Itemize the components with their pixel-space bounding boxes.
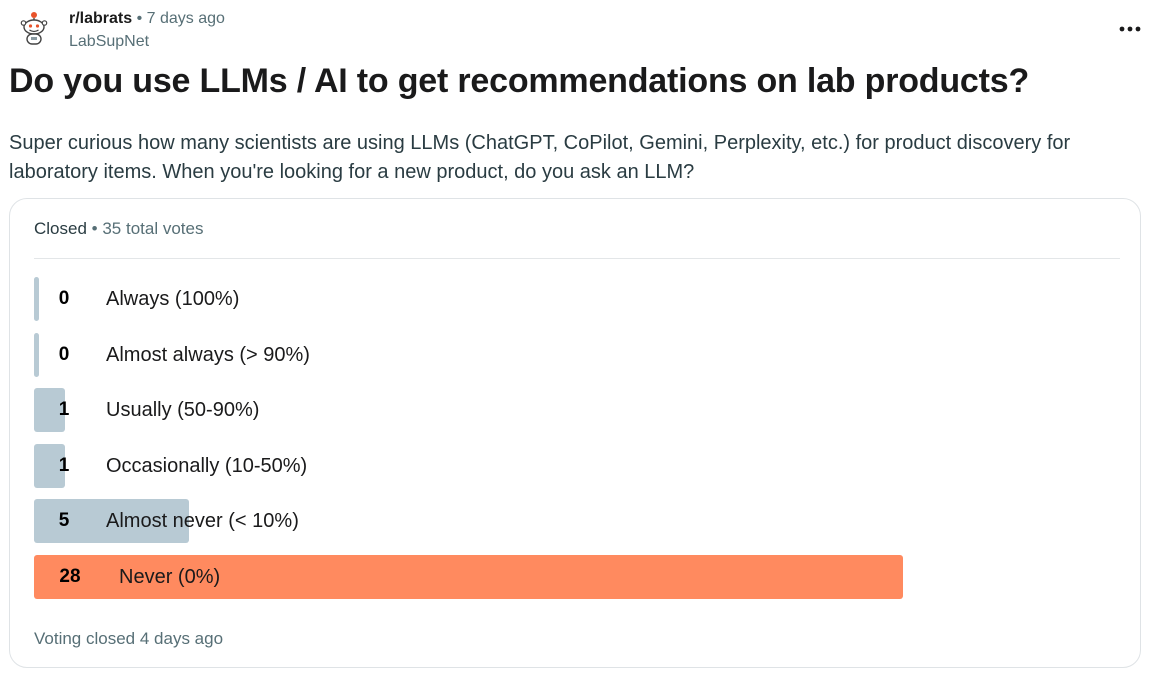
poll-option-count: 5 [58,510,70,531]
poll-option-bar [34,443,65,488]
poll-option-count: 28 [59,565,81,587]
snoo-icon [20,12,48,45]
poll-total-votes: 35 total votes [102,219,204,238]
poll-option: 5 Almost never (< 10%) [34,499,1120,543]
poll-option: 1 Occasionally (10-50%) [34,443,1120,488]
post-title: Do you use LLMs / AI to get recommendati… [9,62,1030,100]
ellipsis-icon [1119,26,1141,32]
author-link[interactable]: LabSupNet [69,33,150,50]
post-age: 7 days ago [146,10,225,27]
subreddit-avatar[interactable] [18,10,50,46]
poll-divider [34,258,1120,259]
separator-dot: • [136,10,143,27]
poll-card: Closed • 35 total votes 0 Always (100%) … [9,198,1141,668]
poll-option: 1 Usually (50-90%) [34,388,1120,432]
poll-option-label: Always (100%) [106,288,240,310]
poll-option: 0 Almost always (> 90%) [34,332,1120,377]
poll-closed-note: Voting closed 4 days ago [34,629,224,648]
poll-option-count: 0 [58,288,70,309]
poll-option-bar [34,332,39,377]
poll-option-bar [34,388,65,432]
subreddit-line: r/labrats • 7 days ago [69,10,225,28]
poll-option-bar [34,554,903,599]
poll-option-count: 0 [58,343,70,365]
poll-header: Closed • 35 total votes [34,219,203,239]
poll-options: 0 Always (100%) 0 Almost always (> 90%) … [34,277,1120,610]
subreddit-link[interactable]: r/labrats [69,10,133,27]
separator-dot: • [91,219,98,238]
poll-option-label: Occasionally (10-50%) [106,454,308,477]
poll-option-bar [34,499,189,543]
poll-option-label: Never (0%) [119,565,221,588]
more-options-button[interactable] [1117,16,1143,42]
poll-option-label: Almost always (> 90%) [106,343,310,366]
poll-status: Closed [34,219,87,238]
post-body: Super curious how many scientists are us… [9,132,1071,183]
post-header: r/labrats • 7 days ago LabSupNet [18,8,1143,54]
poll-option-count: 1 [58,454,70,476]
poll-option-label: Usually (50-90%) [106,399,260,421]
poll-option-count: 1 [58,399,70,420]
poll-option: 0 Always (100%) [34,277,1120,321]
poll-option-winner: 28 Never (0%) [34,554,1120,599]
poll-option-bar [34,277,39,321]
poll-option-label: Almost never (< 10%) [106,510,299,532]
